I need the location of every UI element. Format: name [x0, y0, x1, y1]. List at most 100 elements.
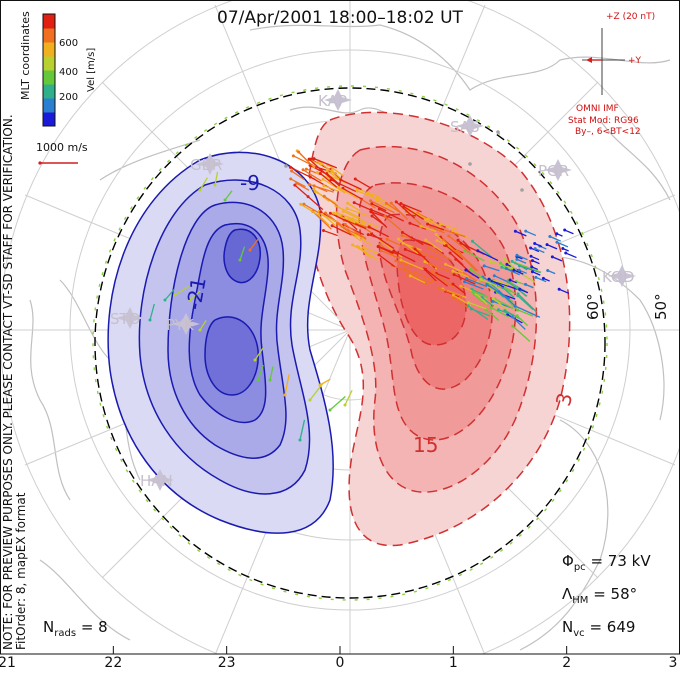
velocity-vector	[330, 179, 357, 192]
colorbar-segment	[43, 28, 55, 43]
velocity-vector-origin	[442, 238, 446, 242]
velocity-vector-origin	[512, 268, 516, 272]
velocity-vector	[486, 284, 511, 300]
velocity-vector-origin	[307, 157, 311, 161]
velocity-vector	[513, 269, 524, 275]
velocity-vector-origin	[510, 315, 514, 319]
velocity-vector-origin	[555, 232, 559, 236]
velocity-vector	[321, 213, 339, 224]
velocity-vector-origin	[561, 246, 565, 250]
colorbar-segment	[43, 98, 55, 113]
velocity-vector-origin	[307, 182, 311, 186]
velocity-vector	[395, 260, 415, 269]
imf-model: Stat Mod: RG96	[568, 116, 639, 126]
velocity-vector-origin	[283, 393, 287, 397]
colorbar-tick-200: 200	[59, 92, 79, 103]
fit-order-line: FitOrder: 8, mapEX format	[14, 492, 28, 650]
velocity-vector	[368, 226, 390, 238]
velocity-vector-origin	[516, 292, 520, 296]
velocity-vector	[300, 203, 320, 217]
velocity-vector	[516, 258, 527, 264]
velocity-vector	[294, 184, 308, 197]
colorbar-frame	[42, 13, 56, 127]
velocity-vector-origin	[408, 221, 412, 225]
velocity-vector-origin	[491, 297, 495, 301]
station-label: PYK	[166, 316, 194, 334]
velocity-vector-origin	[328, 408, 332, 412]
velocity-vector-origin	[304, 167, 308, 171]
velocity-vector	[377, 245, 394, 255]
velocity-vector-origin	[509, 266, 513, 270]
velocity-vector-origin	[414, 271, 418, 275]
imf-condition: By–, 6<BT<12	[575, 127, 641, 137]
velocity-vector-origin	[444, 262, 448, 266]
velocity-vector-origin	[496, 308, 500, 312]
velocity-vector-origin	[426, 217, 430, 221]
velocity-vector-origin	[302, 202, 306, 206]
velocity-vector-origin	[297, 150, 301, 154]
velocity-vector-origin	[198, 328, 202, 332]
velocity-vector	[199, 177, 208, 191]
velocity-vector	[565, 252, 577, 259]
velocity-vector-origin	[516, 308, 520, 312]
velocity-vector	[517, 293, 537, 313]
velocity-vector-origin	[434, 232, 438, 236]
velocity-vector-origin	[375, 195, 379, 199]
velocity-vector	[371, 203, 387, 212]
velocity-vector	[483, 265, 500, 272]
velocity-vector-origin	[213, 183, 217, 187]
colorbar-tick-400: 400	[59, 67, 79, 78]
velocity-vector	[320, 168, 341, 187]
velocity-vector	[398, 238, 419, 255]
velocity-vector	[409, 222, 427, 230]
imf-z-label: +Z (20 nT)	[606, 12, 656, 22]
velocity-vector	[323, 229, 338, 237]
velocity-vector	[549, 235, 561, 242]
velocity-vector-origin	[492, 274, 496, 278]
velocity-vector-origin	[306, 195, 310, 199]
velocity-vector-origin	[545, 243, 549, 247]
velocity-vector-origin	[451, 293, 455, 297]
velocity-vector-origin	[499, 261, 503, 265]
velocity-vector-origin	[419, 224, 423, 228]
velocity-vector	[352, 244, 371, 256]
velocity-vector	[534, 248, 545, 254]
velocity-vector	[427, 247, 452, 261]
velocity-vector-origin	[534, 275, 538, 279]
velocity-vector	[346, 207, 369, 217]
velocity-vector	[556, 241, 569, 248]
velocity-vector	[312, 210, 332, 230]
velocity-vector	[313, 158, 338, 169]
velocity-vector	[468, 301, 487, 310]
map-title: 07/Apr/2001 18:00–18:02 UT	[217, 8, 463, 28]
velocity-vector-origin	[394, 259, 398, 263]
velocity-vector-origin	[452, 273, 456, 277]
station-marker	[116, 307, 144, 329]
velocity-vector-origin	[505, 262, 509, 266]
velocity-vector	[318, 215, 330, 226]
velocity-vector	[299, 419, 306, 441]
velocity-vector-origin	[444, 244, 448, 248]
velocity-vector-origin	[500, 265, 504, 269]
velocity-vector-origin	[518, 287, 522, 291]
velocity-vector-origin	[491, 299, 495, 303]
velocity-vector-origin	[289, 177, 293, 181]
velocity-vector	[515, 230, 527, 237]
velocity-vector	[443, 239, 461, 258]
velocity-vector	[386, 238, 403, 247]
imf-source: OMNI IMF	[576, 104, 619, 114]
velocity-vector	[368, 233, 383, 240]
velocity-vector	[480, 279, 498, 287]
velocity-vector-origin	[256, 378, 260, 382]
velocity-vector-origin	[383, 214, 387, 218]
velocity-vector	[457, 239, 471, 251]
velocity-vector	[298, 151, 313, 167]
velocity-vector	[386, 202, 404, 216]
grid-markers	[284, 130, 524, 192]
vector-scale-label: 1000 m/s	[36, 141, 88, 154]
velocity-vector-origin	[403, 266, 407, 270]
potential-label-neg21: -21	[181, 275, 210, 311]
x-tick-label: 2	[562, 655, 572, 671]
colorbar-segment	[43, 56, 55, 71]
velocity-vector	[477, 250, 499, 262]
